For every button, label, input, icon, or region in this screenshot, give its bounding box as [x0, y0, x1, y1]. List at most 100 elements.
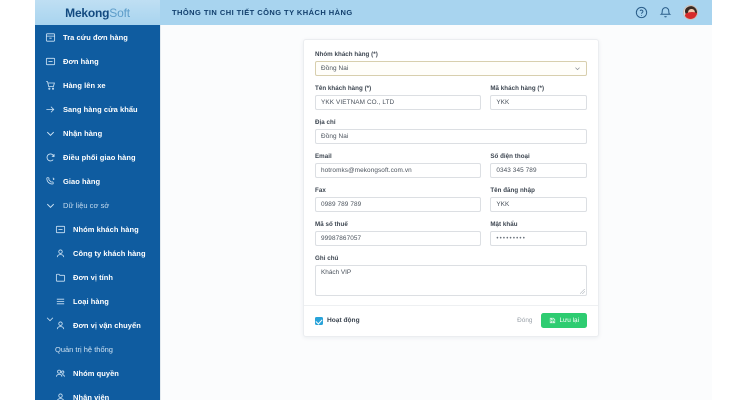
- sidebar-item-nhom-quyen[interactable]: Nhóm quyền: [35, 361, 160, 385]
- close-button[interactable]: Đóng: [517, 317, 533, 324]
- sidebar-item-label: Đơn vị tính: [73, 272, 114, 282]
- sidebar-item-don-hang[interactable]: Đơn hàng: [35, 49, 160, 73]
- page-title: THÔNG TIN CHI TIẾT CÔNG TY KHÁCH HÀNG: [172, 8, 353, 17]
- label-customer-name: Tên khách hàng (*): [315, 85, 372, 92]
- sidebar-item-sang-hang-cua-khau[interactable]: Sang hàng cửa khẩu: [35, 97, 160, 121]
- sidebar-item-label: Sang hàng cửa khẩu: [63, 104, 138, 114]
- label-phone: Số điện thoại: [490, 153, 530, 160]
- label-password: Mật khẩu: [490, 221, 518, 228]
- field-customer-code: Mã khách hàng (*) YKK: [490, 85, 587, 110]
- sidebar-item-giao-hang[interactable]: Giao hàng: [35, 169, 160, 193]
- avatar-body: [684, 12, 697, 19]
- user-icon: [55, 392, 66, 400]
- input-phone-value: 0343 345 789: [496, 167, 537, 174]
- main-content: Nhóm khách hàng (*) Đồng Nai Tên khách h…: [160, 25, 712, 400]
- select-customer-group[interactable]: Đồng Nai: [315, 61, 587, 76]
- sidebar-item-label: Nhân viên: [73, 392, 110, 400]
- input-password[interactable]: •••••••••: [490, 231, 587, 246]
- chevron-down-icon: [574, 65, 581, 72]
- archive-box-icon: [45, 32, 56, 43]
- input-tax-code[interactable]: 99987867057: [315, 231, 482, 246]
- sidebar-item-nhan-hang[interactable]: Nhận hàng: [35, 121, 160, 145]
- sidebar-item-label: Công ty khách hàng: [73, 248, 146, 258]
- order-card-icon: [55, 224, 66, 235]
- label-address: Địa chỉ: [315, 119, 336, 126]
- user-icon: [55, 248, 66, 259]
- sidebar-item-don-vi-van-chuyen[interactable]: Đơn vị vận chuyển: [35, 313, 160, 337]
- logo-primary: Mekong: [65, 5, 110, 20]
- save-disk-icon: [549, 317, 556, 324]
- field-phone: Số điện thoại 0343 345 789: [490, 153, 587, 178]
- row-email-phone: Email hotromks@mekongsoft.com.vn Số điện…: [315, 153, 587, 187]
- sidebar-item-label: Tra cứu đơn hàng: [63, 32, 128, 42]
- folder-icon: [55, 272, 66, 283]
- sidebar-item-cong-ty-khach-hang[interactable]: Công ty khách hàng: [35, 241, 160, 265]
- bell-icon[interactable]: [659, 6, 672, 19]
- footer-actions: Đóng Lưu lại: [517, 313, 587, 328]
- field-fax: Fax 0989 789 789: [315, 187, 482, 212]
- label-note: Ghi chú: [315, 255, 339, 262]
- sidebar-item-label: Giao hàng: [63, 176, 101, 186]
- row-tax-password: Mã số thuế 99987867057 Mật khẩu ••••••••…: [315, 221, 587, 255]
- sidebar-item-hang-len-xe[interactable]: Hàng lên xe: [35, 73, 160, 97]
- user-avatar[interactable]: [683, 5, 698, 20]
- sidebar-item-loai-hang[interactable]: Loại hàng: [35, 289, 160, 313]
- sidebar-item-label: Đơn hàng: [63, 56, 99, 66]
- field-customer-name: Tên khách hàng (*) YKK VIETNAM CO., LTD: [315, 85, 482, 110]
- cart-icon: [45, 80, 56, 91]
- input-email[interactable]: hotromks@mekongsoft.com.vn: [315, 163, 482, 178]
- logo-text: MekongSoft: [65, 6, 130, 20]
- label-tax-code: Mã số thuế: [315, 221, 348, 228]
- app-logo[interactable]: MekongSoft: [35, 0, 160, 25]
- input-username-value: YKK: [496, 201, 510, 208]
- chevron-down-icon[interactable]: [45, 314, 55, 324]
- field-password: Mật khẩu •••••••••: [490, 221, 587, 246]
- user-icon: [55, 320, 66, 331]
- resize-grip-icon[interactable]: [580, 289, 585, 294]
- sidebar-nav: Tra cứu đơn hàng Đơn hàng Hàng lên xe: [35, 25, 160, 400]
- input-customer-name[interactable]: YKK VIETNAM CO., LTD: [315, 95, 482, 110]
- textarea-note-value: Khách VIP: [321, 269, 352, 276]
- users-icon: [55, 368, 66, 379]
- label-customer-code: Mã khách hàng (*): [490, 85, 545, 92]
- input-fax[interactable]: 0989 789 789: [315, 197, 482, 212]
- sidebar-item-nhom-khach-hang[interactable]: Nhóm khách hàng: [35, 217, 160, 241]
- input-password-value: •••••••••: [496, 235, 527, 242]
- field-email: Email hotromks@mekongsoft.com.vn: [315, 153, 482, 178]
- sidebar-item-nhan-vien[interactable]: Nhân viên: [35, 385, 160, 400]
- field-username: Tên đăng nhập YKK: [490, 187, 587, 212]
- sidebar-item-du-lieu-co-so[interactable]: Dữ liệu cơ sở: [35, 193, 160, 217]
- input-tax-code-value: 99987867057: [321, 235, 362, 242]
- input-address-value: Đồng Nai: [321, 133, 349, 140]
- sidebar-item-dieu-phoi-giao-hang[interactable]: Điều phối giao hàng: [35, 145, 160, 169]
- refresh-icon: [45, 152, 56, 163]
- checkbox-active[interactable]: Hoạt động: [315, 316, 360, 325]
- input-customer-code[interactable]: YKK: [490, 95, 587, 110]
- sidebar-item-tra-cuu-don-hang[interactable]: Tra cứu đơn hàng: [35, 25, 160, 49]
- input-phone[interactable]: 0343 345 789: [490, 163, 587, 178]
- sidebar-item-don-vi-tinh[interactable]: Đơn vị tính: [35, 265, 160, 322]
- field-note: Ghi chú Khách VIP: [315, 255, 587, 296]
- form-footer: Hoạt động Đóng Lưu lại: [304, 305, 598, 336]
- sidebar-item-label: Hàng lên xe: [63, 80, 106, 90]
- arrow-right-icon: [45, 104, 56, 115]
- textarea-note[interactable]: Khách VIP: [315, 265, 587, 296]
- sidebar-item-label: Dữ liệu cơ sở: [63, 200, 110, 210]
- input-username[interactable]: YKK: [490, 197, 587, 212]
- sidebar-item-label: Đơn vị vận chuyển: [73, 320, 141, 330]
- help-circle-icon[interactable]: [635, 6, 648, 19]
- phone-call-icon: [45, 176, 56, 187]
- chevron-down-icon: [45, 128, 56, 139]
- save-button[interactable]: Lưu lại: [541, 313, 587, 328]
- customer-detail-form-card: Nhóm khách hàng (*) Đồng Nai Tên khách h…: [303, 39, 599, 337]
- input-address[interactable]: Đồng Nai: [315, 129, 587, 144]
- sidebar-item-label: Nhóm khách hàng: [73, 224, 139, 234]
- sidebar-item-label: Nhóm quyền: [73, 368, 119, 378]
- list-icon: [55, 296, 66, 307]
- input-fax-value: 0989 789 789: [321, 201, 362, 208]
- top-bar: MekongSoft THÔNG TIN CHI TIẾT CÔNG TY KH…: [35, 0, 712, 25]
- checkbox-active-box[interactable]: [315, 316, 323, 325]
- label-email: Email: [315, 153, 332, 160]
- field-customer-group: Nhóm khách hàng (*) Đồng Nai: [315, 51, 587, 76]
